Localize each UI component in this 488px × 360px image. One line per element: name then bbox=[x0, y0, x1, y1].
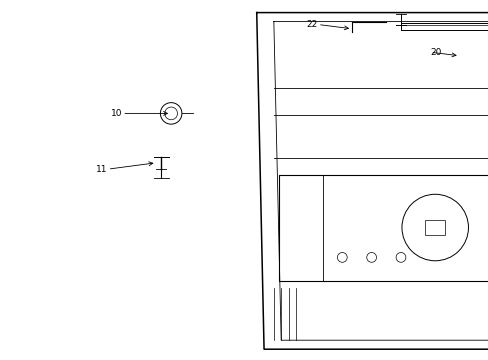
Bar bbox=[400, 23, 488, 30]
Text: 22: 22 bbox=[306, 20, 317, 29]
Text: 20: 20 bbox=[429, 48, 441, 57]
Text: 10: 10 bbox=[110, 109, 122, 118]
Bar bbox=[278, 175, 488, 281]
Bar bbox=[425, 220, 444, 235]
Text: 11: 11 bbox=[96, 165, 107, 174]
Bar bbox=[278, 175, 322, 281]
